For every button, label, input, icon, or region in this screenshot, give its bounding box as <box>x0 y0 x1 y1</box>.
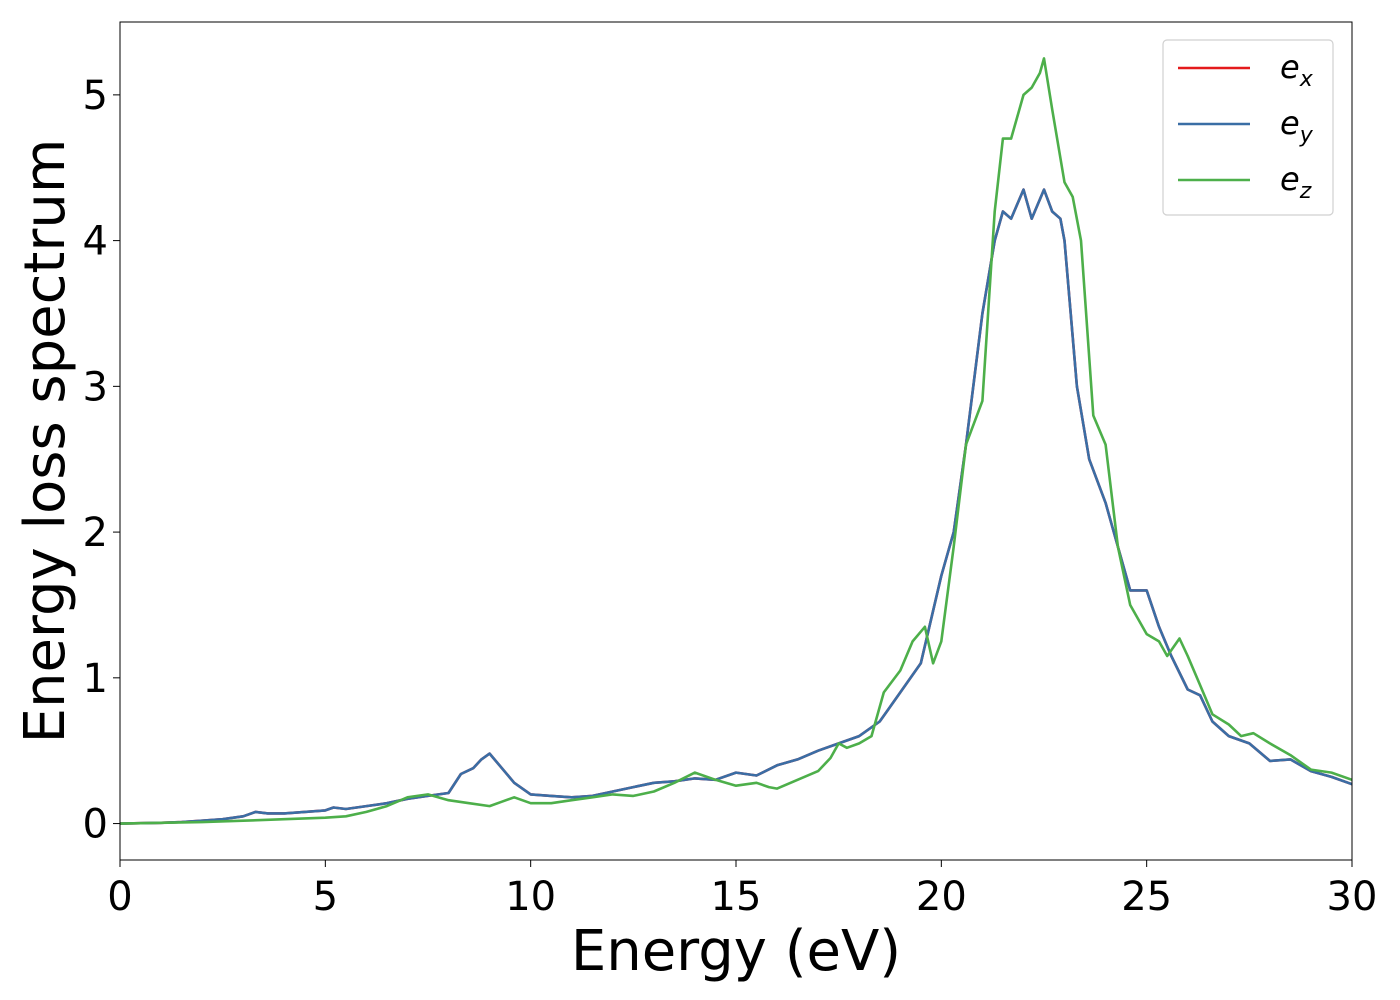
x-tick-label: 0 <box>107 874 132 920</box>
y-tick-label: 1 <box>83 656 108 702</box>
y-axis: 0 1 2 3 4 5 <box>83 73 120 848</box>
y-axis-title: Energy loss spectrum <box>13 139 78 744</box>
legend-label-z: ez <box>1280 160 1312 204</box>
legend-label-y: ey <box>1280 104 1314 148</box>
y-tick-label: 5 <box>83 73 108 119</box>
y-tick-label: 4 <box>83 219 108 265</box>
y-tick-label: 3 <box>83 364 108 410</box>
y-tick-label: 0 <box>83 802 108 848</box>
series-line-y <box>119 188 1353 825</box>
x-tick-label: 15 <box>711 874 762 920</box>
x-tick-label: 20 <box>916 874 967 920</box>
y-tick-label: 2 <box>83 510 108 556</box>
legend-label-x: ex <box>1280 48 1314 92</box>
legend: ex ey ez <box>1162 39 1334 216</box>
x-tick-label: 25 <box>1121 874 1172 920</box>
x-tick-label: 10 <box>505 874 556 920</box>
x-tick-label: 5 <box>313 874 338 920</box>
legend-box <box>1162 39 1334 216</box>
plot-area <box>119 57 1353 825</box>
series-line-x <box>119 188 1353 825</box>
series-line-z <box>119 57 1353 825</box>
x-tick-label: 30 <box>1327 874 1378 920</box>
x-axis: 0 5 10 15 20 25 30 <box>107 860 1377 920</box>
x-axis-title: Energy (eV) <box>571 919 901 984</box>
